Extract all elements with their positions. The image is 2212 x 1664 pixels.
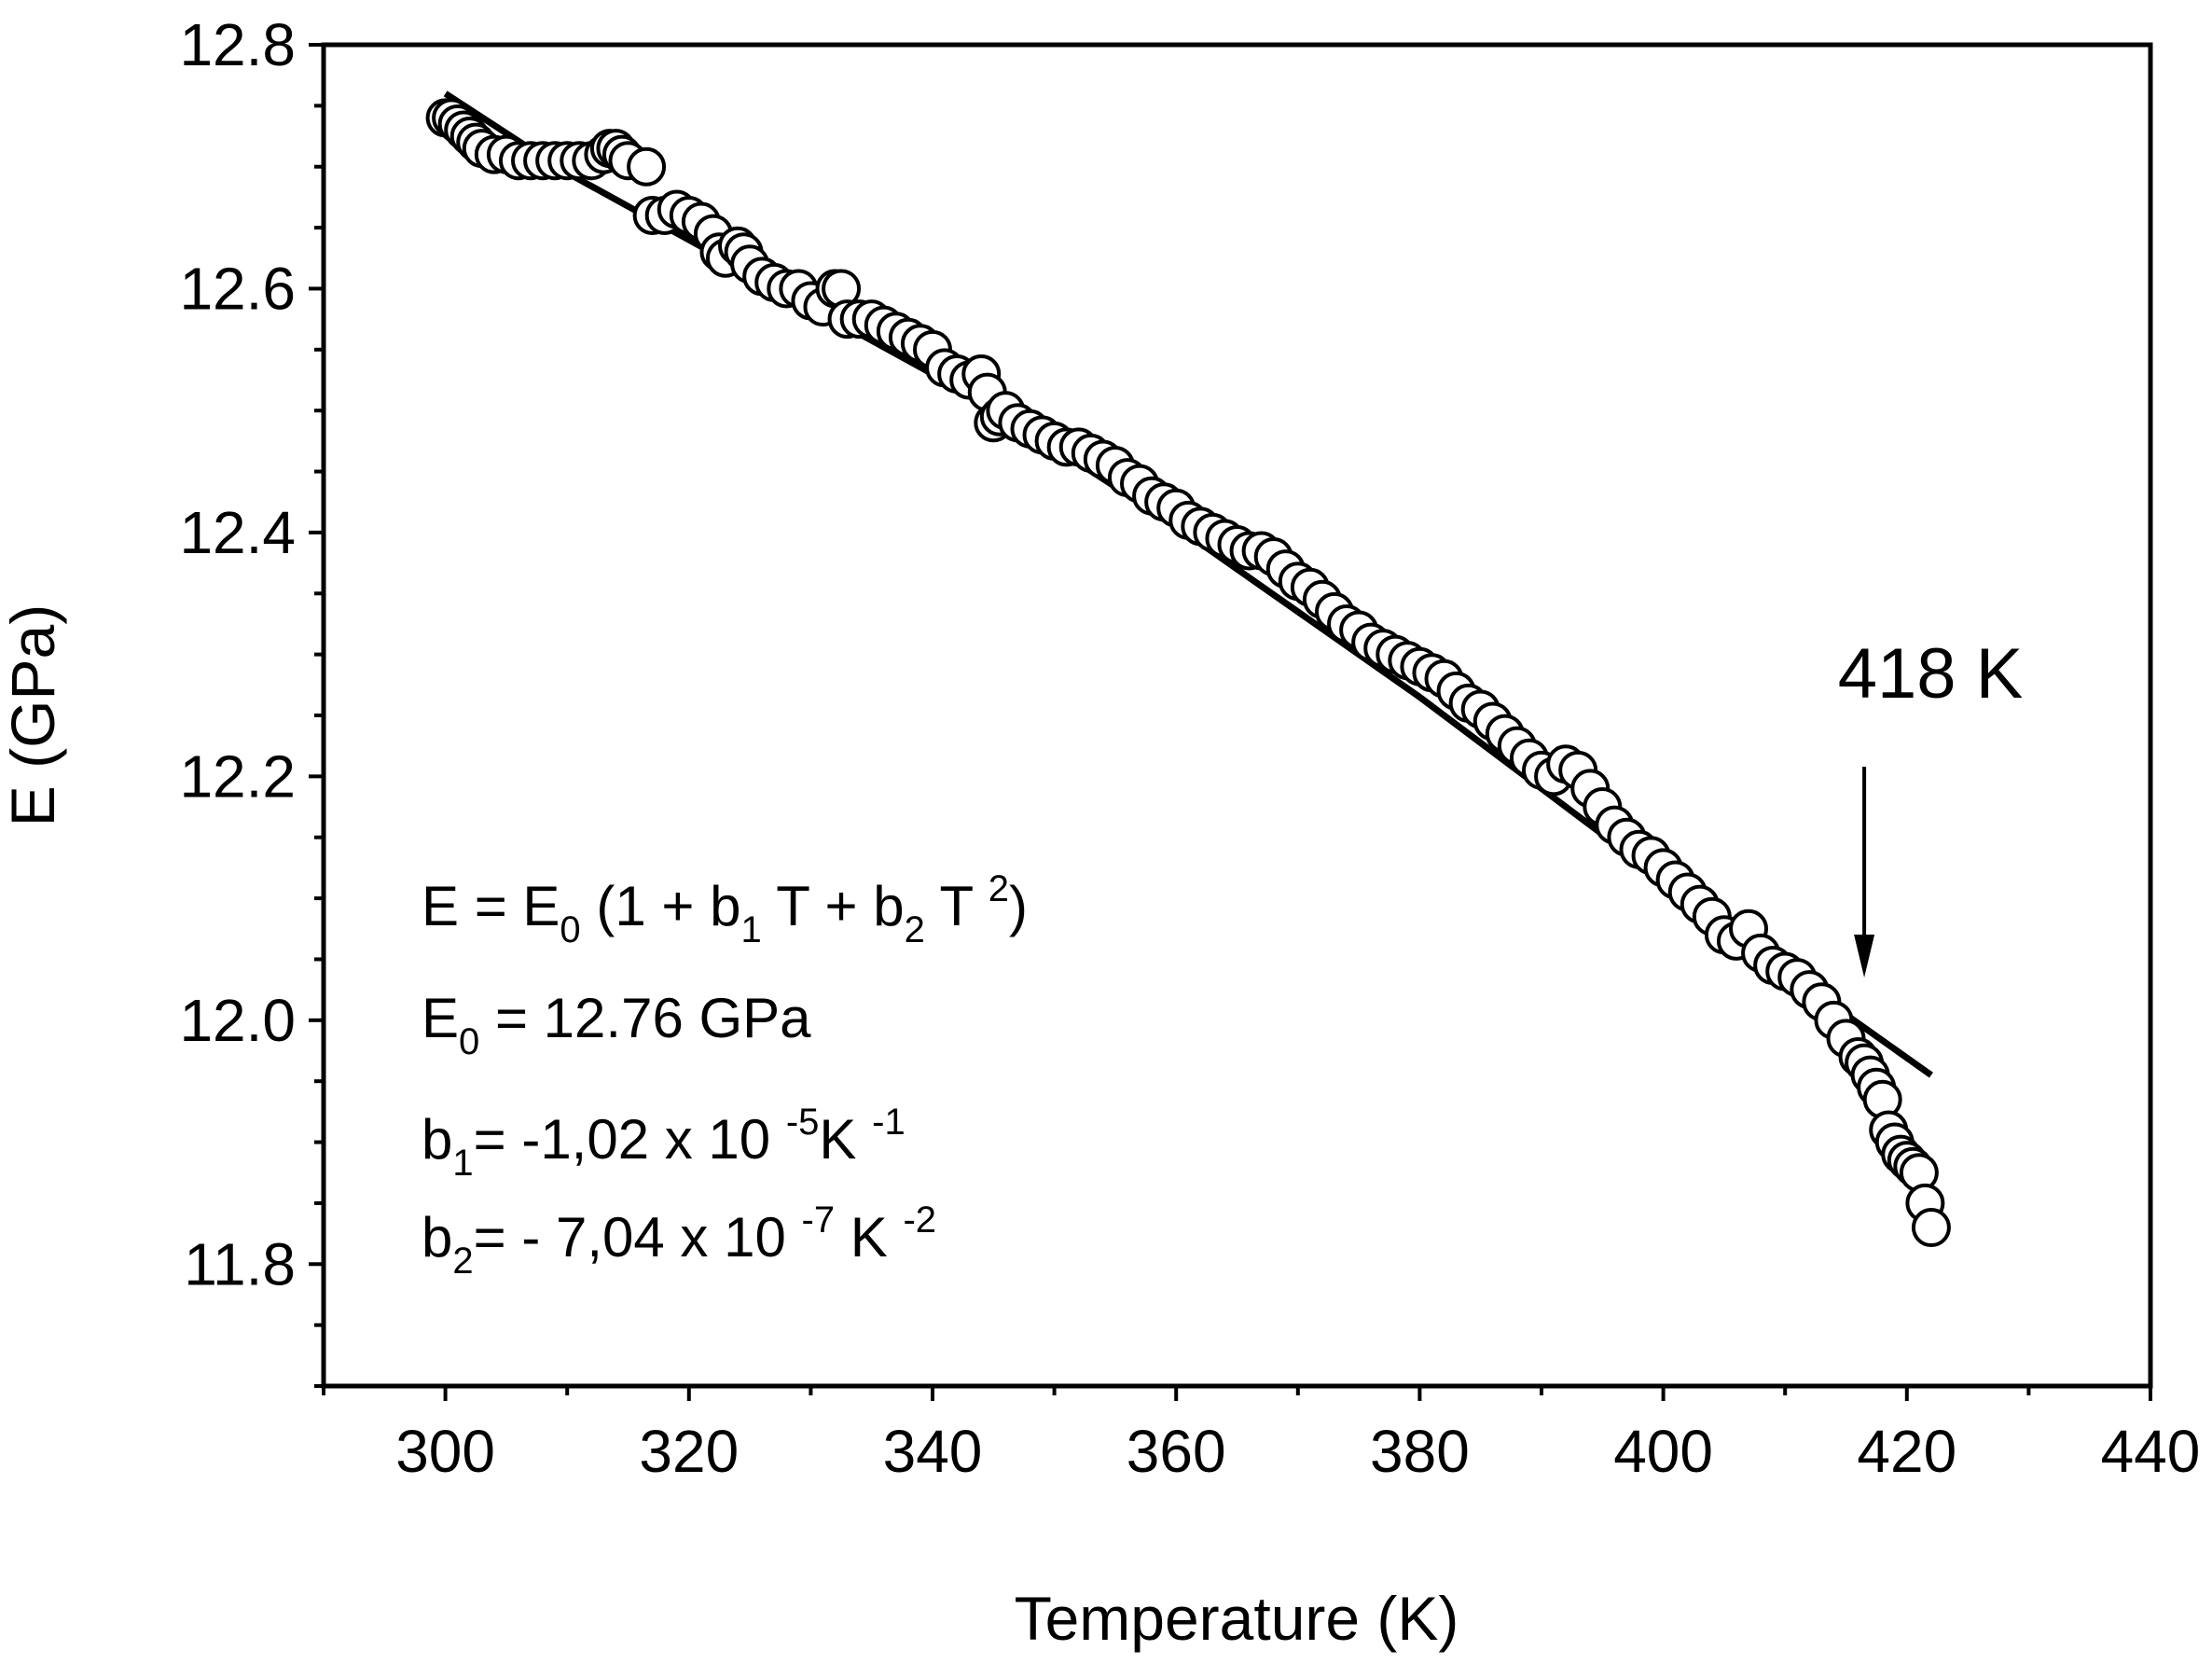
x-tick-label: 400 [1613, 1418, 1713, 1485]
data-point [627, 146, 667, 187]
fit-equation-mid2: T + b [762, 875, 905, 937]
fit-b2-sub: 2 [452, 1241, 473, 1282]
fit-equation: E = E0 (1 + b1 T + b2 T 2) [422, 868, 1028, 950]
x-tick-label: 380 [1370, 1418, 1470, 1485]
y-tick-label: 12.0 [179, 987, 296, 1054]
fit-b2-unit: K [835, 1206, 903, 1269]
y-tick-label: 11.8 [184, 1230, 296, 1297]
fit-b2-value: b2= - 7,04 x 10 -7 K -2 [422, 1199, 936, 1282]
fit-b2-sup2: -2 [903, 1199, 936, 1241]
fit-b1-lhs: b [422, 1108, 452, 1171]
fit-equation-lhs-sub: 0 [560, 909, 580, 950]
x-tick-label: 360 [1127, 1418, 1226, 1485]
fit-b2-lhs: b [422, 1206, 452, 1269]
fit-equation-mid3: T [925, 875, 988, 937]
fit-b2-sup1: -7 [802, 1199, 836, 1241]
x-axis-label: Temperature (K) [1015, 1584, 1459, 1653]
data-point [1911, 1208, 1951, 1248]
y-tick-label: 12.8 [179, 11, 296, 78]
fit-b2-mid: = - 7,04 x 10 [474, 1206, 802, 1269]
fit-e0-value: E0 = 12.76 GPa [422, 987, 811, 1062]
fit-b1-sup1: -5 [786, 1102, 820, 1143]
fit-equation-sup: 2 [988, 868, 1009, 909]
y-axis-label: E (GPa) [0, 604, 67, 826]
x-axis-ticks: 300 320 340 360 380 400 420 440 [322, 1386, 2201, 1485]
transition-arrow-icon [1854, 767, 1875, 978]
fit-b1-mid: = -1,02 x 10 [474, 1108, 786, 1171]
fit-b1-unit: K [819, 1108, 872, 1171]
data-points-layer [425, 98, 1951, 1248]
transition-label: 418 K [1838, 634, 2024, 714]
fit-equation-mid1: (1 + b [581, 875, 741, 937]
y-axis-ticks: 11.8 12.0 12.2 12.4 12.6 12.8 [179, 11, 324, 1388]
fit-equation-sub2: 2 [905, 909, 925, 950]
x-tick-label: 420 [1857, 1418, 1956, 1485]
fit-equation-end: ) [1009, 875, 1028, 937]
y-tick-label: 12.2 [179, 742, 296, 810]
fit-equation-sub1: 1 [740, 909, 761, 950]
x-tick-label: 340 [883, 1418, 983, 1485]
fit-b1-sub: 1 [452, 1143, 473, 1184]
x-tick-label: 320 [639, 1418, 739, 1485]
fit-b1-sup2: -1 [872, 1102, 906, 1143]
fit-e0-lhs: E [422, 987, 459, 1049]
fit-b1-value: b1= -1,02 x 10 -5K -1 [422, 1102, 906, 1184]
fit-e0-sub: 0 [459, 1021, 479, 1062]
y-tick-label: 12.4 [179, 499, 296, 566]
x-tick-label: 300 [395, 1418, 495, 1485]
x-tick-label: 440 [2101, 1418, 2201, 1485]
y-tick-label: 12.6 [179, 255, 296, 322]
fit-equation-lhs: E = E [422, 875, 560, 937]
fit-e0-rest: = 12.76 GPa [479, 987, 811, 1049]
